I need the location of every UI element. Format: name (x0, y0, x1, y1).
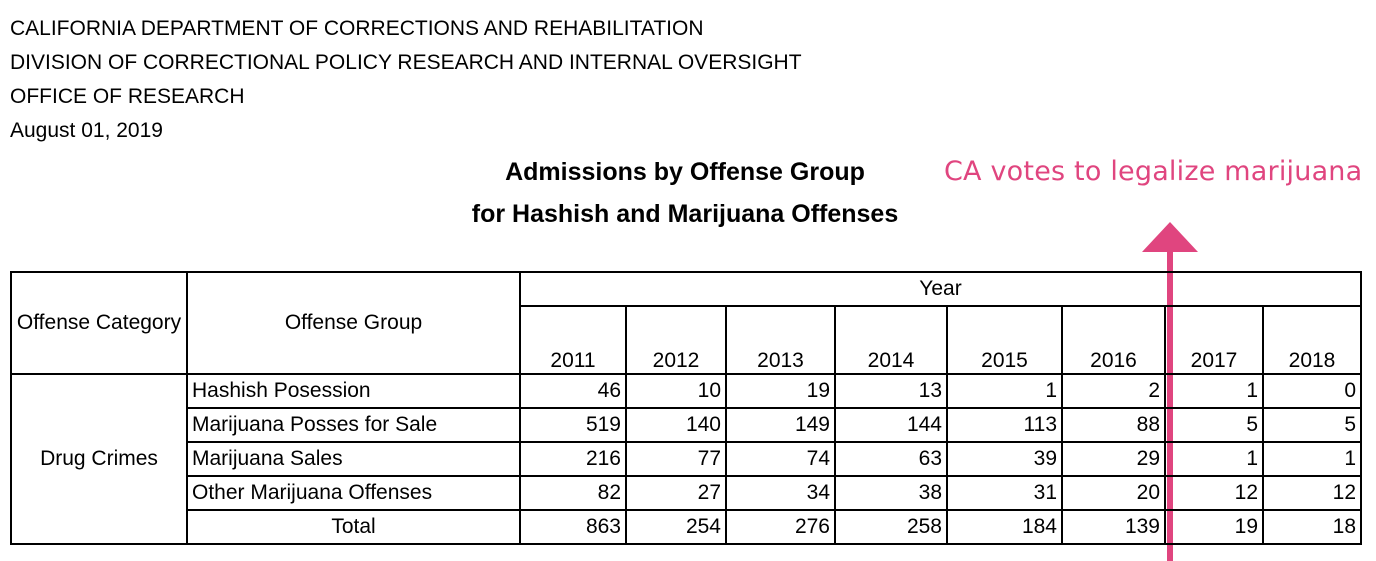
total-row: Total 863 254 276 258 184 139 19 18 (11, 510, 1361, 544)
legalization-annotation: CA votes to legalize marijuana (944, 156, 1362, 187)
year-header: 2015 (947, 306, 1062, 374)
total-value-cell: 184 (947, 510, 1062, 544)
value-cell: 1 (947, 374, 1062, 408)
value-cell: 12 (1165, 476, 1263, 510)
office-name: OFFICE OF RESEARCH (10, 80, 802, 114)
value-cell: 19 (726, 374, 835, 408)
total-value-cell: 18 (1263, 510, 1361, 544)
report-date: August 01, 2019 (10, 114, 802, 148)
value-cell: 144 (835, 408, 947, 442)
table-row: Marijuana Sales 216 77 74 63 39 29 1 1 (11, 442, 1361, 476)
agency-header: CALIFORNIA DEPARTMENT OF CORRECTIONS AND… (10, 12, 802, 148)
value-cell: 2 (1062, 374, 1165, 408)
value-cell: 5 (1165, 408, 1263, 442)
value-cell: 46 (520, 374, 626, 408)
offense-group-cell: Other Marijuana Offenses (187, 476, 520, 510)
value-cell: 140 (626, 408, 726, 442)
year-header: 2011 (520, 306, 626, 374)
offense-group-cell: Marijuana Sales (187, 442, 520, 476)
value-cell: 38 (835, 476, 947, 510)
value-cell: 1 (1165, 374, 1263, 408)
value-cell: 13 (835, 374, 947, 408)
total-value-cell: 139 (1062, 510, 1165, 544)
year-header: 2013 (726, 306, 835, 374)
header-offense-group: Offense Group (187, 272, 520, 374)
table-title-line-2: for Hashish and Marijuana Offenses (400, 200, 970, 229)
value-cell: 29 (1062, 442, 1165, 476)
year-header: 2017 (1165, 306, 1263, 374)
total-value-cell: 258 (835, 510, 947, 544)
table-row: Marijuana Posses for Sale 519 140 149 14… (11, 408, 1361, 442)
admissions-table: Offense Category Offense Group Year 2011… (10, 271, 1362, 545)
value-cell: 10 (626, 374, 726, 408)
value-cell: 88 (1062, 408, 1165, 442)
year-header: 2014 (835, 306, 947, 374)
value-cell: 82 (520, 476, 626, 510)
value-cell: 5 (1263, 408, 1361, 442)
year-header: 2016 (1062, 306, 1165, 374)
total-value-cell: 863 (520, 510, 626, 544)
category-cell: Drug Crimes (11, 374, 187, 544)
value-cell: 74 (726, 442, 835, 476)
value-cell: 39 (947, 442, 1062, 476)
total-value-cell: 276 (726, 510, 835, 544)
header-year: Year (520, 272, 1361, 306)
total-value-cell: 19 (1165, 510, 1263, 544)
total-label: Total (187, 510, 520, 544)
header-offense-category: Offense Category (11, 272, 187, 374)
offense-group-cell: Hashish Posession (187, 374, 520, 408)
value-cell: 1 (1263, 442, 1361, 476)
total-value-cell: 254 (626, 510, 726, 544)
value-cell: 519 (520, 408, 626, 442)
value-cell: 216 (520, 442, 626, 476)
value-cell: 1 (1165, 442, 1263, 476)
value-cell: 20 (1062, 476, 1165, 510)
value-cell: 27 (626, 476, 726, 510)
table-row: Drug Crimes Hashish Posession 46 10 19 1… (11, 374, 1361, 408)
value-cell: 34 (726, 476, 835, 510)
division-name: DIVISION OF CORRECTIONAL POLICY RESEARCH… (10, 46, 802, 80)
year-header: 2012 (626, 306, 726, 374)
value-cell: 0 (1263, 374, 1361, 408)
value-cell: 12 (1263, 476, 1361, 510)
year-header: 2018 (1263, 306, 1361, 374)
table-row: Other Marijuana Offenses 82 27 34 38 31 … (11, 476, 1361, 510)
value-cell: 149 (726, 408, 835, 442)
value-cell: 31 (947, 476, 1062, 510)
value-cell: 113 (947, 408, 1062, 442)
table-title-line-1: Admissions by Offense Group (400, 158, 970, 187)
offense-group-cell: Marijuana Posses for Sale (187, 408, 520, 442)
agency-name: CALIFORNIA DEPARTMENT OF CORRECTIONS AND… (10, 12, 802, 46)
value-cell: 77 (626, 442, 726, 476)
value-cell: 63 (835, 442, 947, 476)
